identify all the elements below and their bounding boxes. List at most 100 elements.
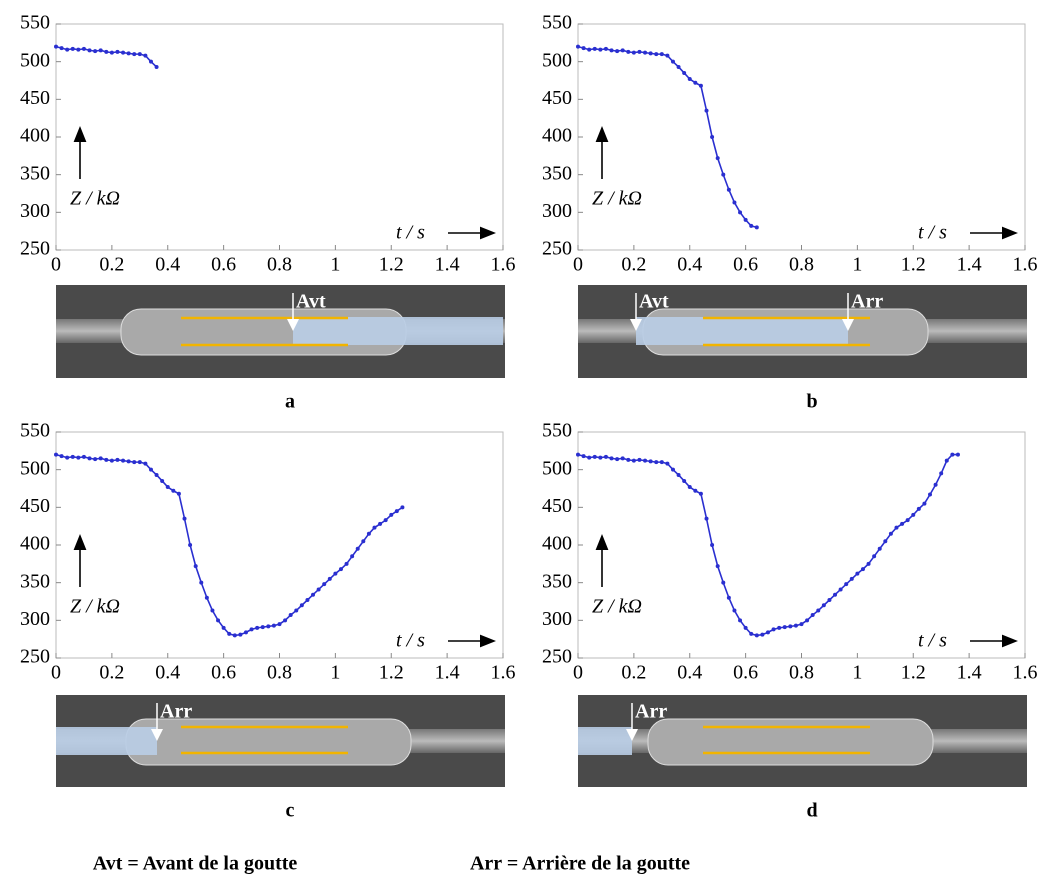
- x-tick-label: 1.6: [1013, 662, 1038, 684]
- y-tick-label: 550: [542, 420, 572, 442]
- data-point: [305, 597, 310, 602]
- data-point: [771, 627, 776, 632]
- annotation: Avt: [639, 291, 669, 313]
- data-point: [126, 51, 131, 56]
- x-tick-label: 1.4: [435, 662, 460, 684]
- data-point: [777, 625, 782, 630]
- annotation: Avt: [296, 291, 326, 313]
- data-point: [137, 52, 142, 57]
- data-point: [148, 467, 153, 472]
- data-point: [765, 630, 770, 635]
- data-point: [148, 59, 153, 64]
- data-point: [603, 454, 608, 459]
- data-point: [81, 46, 86, 51]
- data-point: [894, 525, 899, 530]
- data-point: [637, 49, 642, 54]
- data-point: [726, 595, 731, 600]
- data-point: [609, 48, 614, 53]
- data-point: [631, 50, 636, 55]
- data-point: [654, 460, 659, 465]
- x-tick-label: 1.6: [491, 662, 516, 684]
- x-tick-label: 1: [852, 254, 862, 276]
- data-point: [59, 46, 64, 51]
- data-point: [833, 592, 838, 597]
- data-point: [592, 454, 597, 459]
- data-point: [294, 608, 299, 613]
- data-point: [721, 172, 726, 177]
- x-tick-label: 0.4: [677, 254, 702, 276]
- data-point: [609, 456, 614, 461]
- y-tick-label: 450: [542, 87, 572, 109]
- data-point: [93, 49, 98, 54]
- data-point: [126, 459, 131, 464]
- data-point: [143, 461, 148, 466]
- data-point: [104, 457, 109, 462]
- data-point: [70, 454, 75, 459]
- data-point: [188, 543, 193, 547]
- data-point: [243, 630, 248, 635]
- plot-frame: [55, 23, 504, 251]
- data-point: [743, 625, 748, 630]
- data-point: [788, 624, 793, 629]
- y-tick-label: 500: [542, 457, 572, 479]
- data-point: [816, 608, 821, 613]
- data-point: [137, 460, 142, 465]
- data-point: [615, 457, 620, 462]
- data-point: [143, 53, 148, 58]
- footer-note: Avt = Avant de la goutte: [93, 853, 298, 875]
- data-point: [726, 187, 731, 192]
- data-point: [738, 618, 743, 623]
- annotation: Arr: [160, 701, 192, 723]
- x-tick-label: 0.6: [733, 662, 758, 684]
- data-point: [576, 452, 580, 457]
- data-point: [115, 49, 120, 54]
- data-point: [670, 59, 675, 64]
- x-tick-label: 0.6: [211, 254, 236, 276]
- data-point: [288, 613, 293, 618]
- x-axis-label: t / s: [396, 222, 425, 244]
- data-point: [333, 571, 338, 576]
- data-point: [592, 46, 597, 51]
- data-point: [221, 625, 226, 630]
- data-point: [98, 456, 103, 461]
- data-point: [732, 200, 737, 205]
- data-point: [933, 482, 938, 487]
- data-point: [676, 472, 681, 477]
- data-point: [322, 582, 327, 587]
- data-point: [883, 539, 888, 544]
- data-point: [171, 488, 176, 493]
- y-axis-label: Z / kΩ: [592, 596, 642, 618]
- data-point: [749, 223, 754, 228]
- data-point: [693, 488, 698, 493]
- data-point: [659, 460, 664, 465]
- data-point: [877, 546, 882, 551]
- data-point: [109, 458, 114, 463]
- data-point: [698, 491, 703, 496]
- data-point: [176, 491, 181, 496]
- data-point: [165, 484, 170, 489]
- x-tick-label: 0.2: [621, 662, 646, 684]
- data-point: [227, 631, 232, 636]
- data-point: [928, 492, 933, 497]
- data-point: [121, 50, 126, 55]
- data-point: [654, 52, 659, 57]
- data-point: [327, 576, 332, 581]
- data-point: [810, 613, 815, 618]
- x-tick-label: 0.4: [155, 662, 180, 684]
- data-point: [603, 46, 608, 51]
- data-point: [637, 457, 642, 462]
- data-point: [710, 135, 715, 139]
- data-point: [76, 455, 81, 460]
- data-point: [316, 587, 321, 592]
- data-point: [355, 546, 360, 551]
- panel-label: b: [806, 391, 817, 413]
- data-point: [121, 458, 126, 463]
- data-point: [115, 457, 120, 462]
- y-tick-label: 300: [20, 608, 50, 630]
- x-tick-label: 0.4: [677, 662, 702, 684]
- data-point: [70, 46, 75, 51]
- data-point: [955, 452, 960, 457]
- data-point: [389, 512, 394, 517]
- data-point: [210, 608, 215, 613]
- y-tick-label: 250: [542, 238, 572, 260]
